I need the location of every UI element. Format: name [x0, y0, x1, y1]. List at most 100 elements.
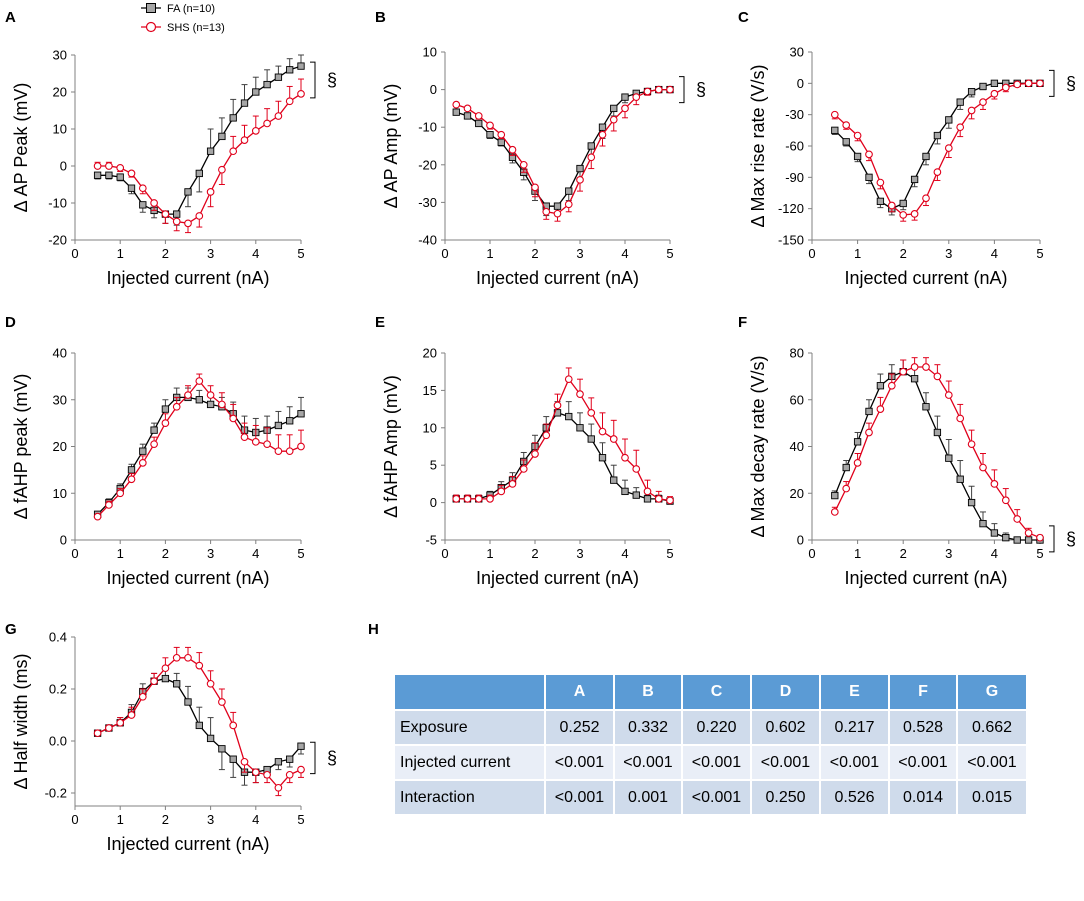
data-point-shs [899, 367, 908, 376]
table-cell: 0.217 [820, 709, 890, 745]
y-tick-label: 10 [53, 486, 67, 501]
y-axis-label: Δ Half width (ms) [11, 653, 31, 789]
data-point-fa [206, 147, 215, 155]
panel-letter-h: H [368, 621, 379, 638]
data-point-shs [1024, 79, 1033, 88]
data-point-shs [922, 363, 930, 371]
data-point-fa [922, 152, 930, 161]
significance-bracket [1049, 69, 1055, 97]
series-shs [830, 79, 1044, 222]
data-point-fa [297, 742, 305, 750]
data-point-shs [922, 194, 930, 203]
x-tick-label: 2 [162, 812, 169, 827]
table-cell: <0.001 [820, 744, 890, 780]
table-cell: <0.001 [889, 744, 958, 780]
legend-shs-marker [145, 21, 157, 33]
data-point-shs [127, 711, 136, 719]
series-shs [93, 78, 305, 234]
x-tick-label: 5 [297, 546, 304, 561]
data-point-shs [218, 698, 226, 706]
series-fa [93, 667, 305, 786]
table-cell: 0.220 [682, 709, 752, 745]
x-tick-label: 1 [117, 246, 124, 261]
significance-mark: § [327, 70, 337, 90]
x-tick-label: 1 [486, 246, 493, 261]
table-cell: 0.332 [614, 709, 683, 745]
table-row-label: Injected current [395, 744, 546, 780]
chart-e: E 0 1 2 3 4 5 -5 0 5 10 15 20 Injected current (nA) Δ … [375, 314, 674, 588]
x-tick-label: 2 [531, 246, 538, 261]
y-tick-label: 20 [423, 346, 437, 361]
data-point-shs [609, 435, 618, 443]
data-point-fa [876, 197, 885, 206]
data-point-fa [127, 466, 136, 474]
data-point-shs [1001, 496, 1010, 505]
data-point-shs [463, 104, 472, 113]
data-point-shs [564, 200, 573, 209]
data-point-fa [610, 476, 618, 484]
x-tick-label: 4 [252, 246, 259, 261]
x-tick-label: 0 [808, 246, 815, 261]
data-point-shs [138, 184, 147, 193]
data-point-fa [598, 454, 607, 462]
data-point-shs [195, 661, 204, 670]
y-tick-label: -150 [778, 233, 804, 248]
y-tick-label: 0 [60, 533, 67, 548]
y-tick-label: 20 [53, 439, 67, 454]
series-fa [831, 79, 1044, 216]
data-point-shs [587, 153, 596, 162]
data-point-shs [184, 219, 192, 228]
x-tick-label: 0 [71, 812, 78, 827]
data-point-shs [899, 211, 908, 219]
data-point-shs [497, 487, 506, 496]
data-point-fa [831, 126, 839, 134]
data-point-fa [195, 721, 203, 730]
data-point-shs [979, 98, 987, 106]
data-point-shs [933, 168, 942, 176]
data-point-fa [621, 487, 629, 496]
x-axis-label: Injected current (nA) [844, 568, 1007, 588]
table-cell: <0.001 [545, 744, 615, 780]
data-point-shs [486, 121, 494, 130]
data-point-fa [173, 680, 181, 688]
y-tick-label: 30 [53, 392, 67, 407]
x-tick-label: 3 [207, 812, 214, 827]
chart-g: G 0 1 2 3 4 5 -0.2 0.0 0.2 0.4 Injected current (nA… [5, 621, 337, 854]
x-tick-label: 1 [486, 546, 493, 561]
y-axis-label: Δ fAHP peak (mV) [11, 374, 31, 520]
data-point-shs [587, 408, 596, 417]
data-point-fa [93, 171, 102, 179]
series-line-fa [97, 396, 302, 515]
table-row-label: Interaction [395, 779, 546, 814]
x-tick-label: 0 [441, 246, 448, 261]
table-header-f: F [889, 675, 958, 710]
significance-mark: § [327, 748, 337, 768]
x-tick-label: 1 [117, 546, 124, 561]
table-cell: 0.014 [889, 779, 958, 814]
data-point-fa [274, 758, 283, 766]
y-tick-label: -30 [785, 107, 804, 122]
data-point-shs [497, 130, 506, 139]
data-point-shs [474, 495, 483, 503]
data-point-shs [632, 465, 641, 473]
data-point-shs [105, 162, 113, 170]
x-tick-label: 5 [666, 246, 673, 261]
data-point-fa [1002, 534, 1010, 542]
series-line-fa [834, 82, 1040, 210]
data-point-shs [285, 97, 294, 106]
data-point-shs [666, 85, 674, 94]
data-point-shs [842, 121, 851, 129]
panel-letter-g: G [5, 621, 17, 638]
data-point-fa [184, 698, 192, 706]
x-tick-label: 0 [71, 546, 78, 561]
data-point-fa [161, 405, 170, 413]
data-point-fa [853, 152, 862, 161]
y-tick-label: -40 [418, 233, 437, 248]
data-point-shs [1036, 79, 1044, 88]
panel-letter-e: E [375, 314, 385, 331]
data-point-shs [285, 770, 294, 779]
data-point-shs [240, 136, 249, 144]
x-tick-label: 2 [162, 546, 169, 561]
y-tick-label: -90 [785, 170, 804, 185]
